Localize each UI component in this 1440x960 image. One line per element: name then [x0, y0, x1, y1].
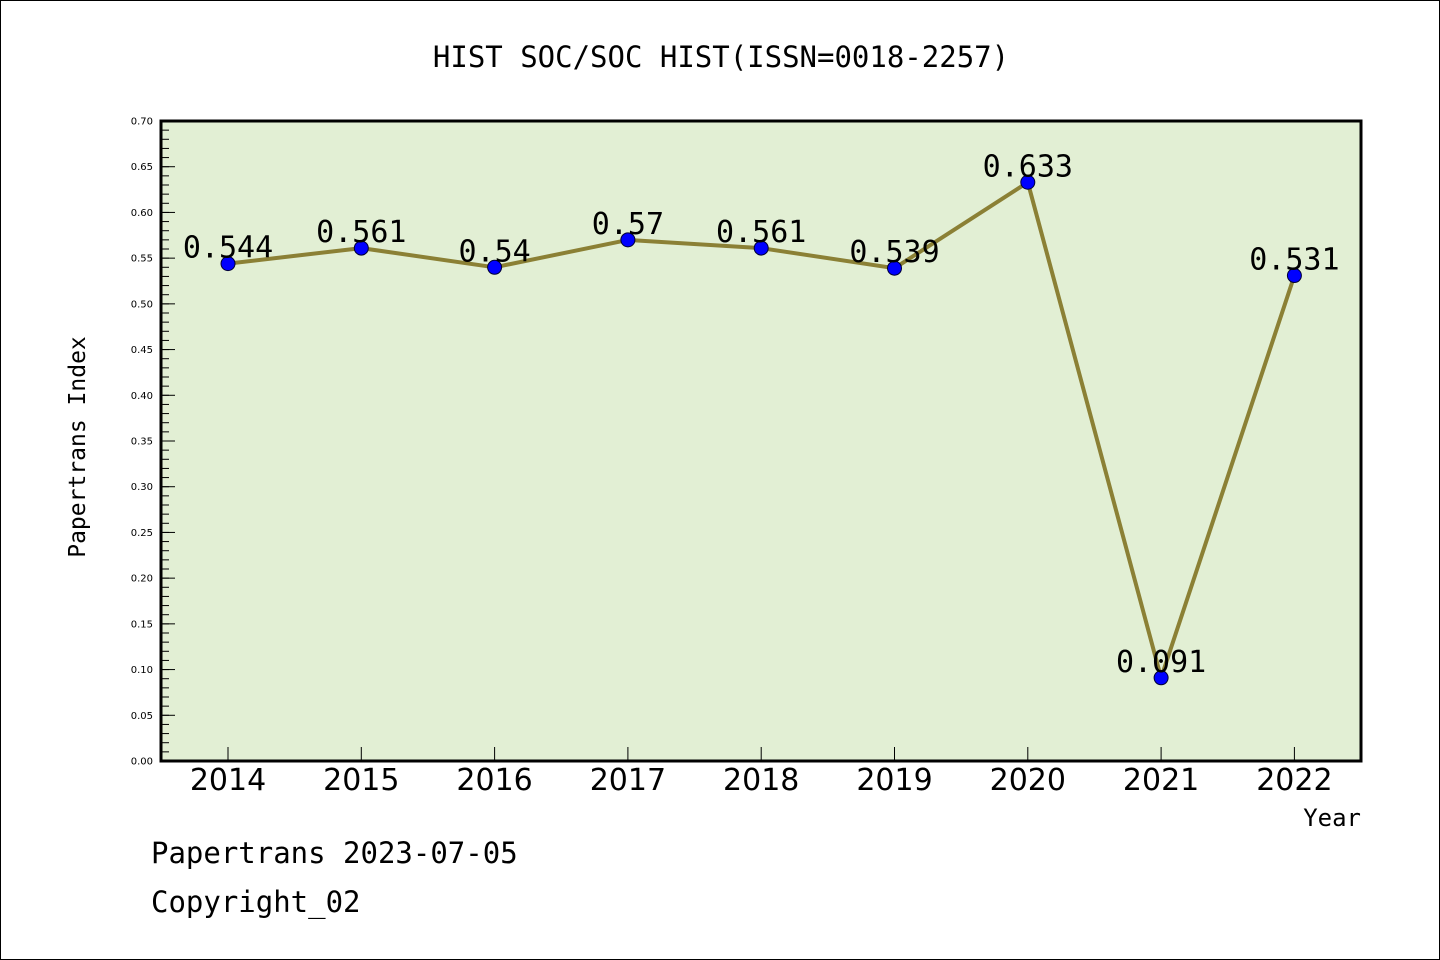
x-tick-label: 2017	[590, 763, 666, 798]
data-label: 0.57	[592, 207, 664, 242]
y-tick-label: 0.70	[131, 117, 153, 128]
x-tick-label: 2015	[323, 763, 399, 798]
data-point	[1286, 268, 1302, 284]
x-axis-ticks: 2014 2015 2016 2017 2018 2019 2020 2021 2022	[190, 747, 1333, 798]
y-tick-label: 0.50	[131, 299, 153, 310]
y-tick-label: 0.65	[131, 162, 153, 173]
y-tick-label: 0.25	[131, 528, 153, 539]
plot-border	[159, 119, 1363, 763]
x-tick-label: 2019	[856, 763, 932, 798]
y-tick-label: 0.20	[131, 574, 153, 585]
y-tick-label: 0.55	[131, 254, 153, 265]
y-tick-label: 0.00	[131, 757, 153, 768]
series-line-group: 0.544 0.561 0.54 0.57 0.561 0.539 0.633 0.091 0.…	[183, 149, 1340, 686]
x-axis-label: Year	[1303, 804, 1361, 832]
data-point	[220, 256, 236, 272]
data-point	[753, 240, 769, 256]
data-point	[1153, 670, 1169, 686]
y-tick-label: 0.15	[131, 619, 153, 630]
data-label: 0.544	[183, 231, 273, 266]
y-tick-label: 0.10	[131, 665, 153, 676]
x-tick-label: 2022	[1256, 763, 1332, 798]
x-tick-label: 2016	[456, 763, 532, 798]
data-point	[1020, 174, 1036, 190]
data-label: 0.54	[458, 234, 530, 269]
data-label: 0.561	[316, 215, 406, 250]
data-label: 0.633	[983, 149, 1073, 184]
data-label: 0.091	[1116, 645, 1206, 680]
data-label: 0.531	[1249, 243, 1339, 278]
y-tick-label: 0.60	[131, 208, 153, 219]
x-tick-label: 2021	[1123, 763, 1199, 798]
footer-copyright: Copyright_02	[151, 885, 361, 919]
plot-area	[161, 121, 1361, 761]
data-point	[353, 240, 369, 256]
data-label: 0.539	[849, 235, 939, 270]
y-tick-label: 0.35	[131, 437, 153, 448]
y-tick-label: 0.45	[131, 345, 153, 356]
y-tick-label: 0.40	[131, 391, 153, 402]
x-tick-label: 2018	[723, 763, 799, 798]
data-label: 0.561	[716, 215, 806, 250]
data-point	[487, 259, 503, 275]
x-tick-label: 2014	[190, 763, 266, 798]
data-point	[887, 260, 902, 276]
y-axis-label: Papertrans Index	[65, 336, 91, 558]
x-tick-label: 2020	[990, 763, 1066, 798]
footer-date: Papertrans 2023-07-05	[151, 836, 518, 870]
y-tick-label: 0.05	[131, 711, 153, 722]
chart-title: HIST SOC/SOC HIST(ISSN=0018-2257)	[433, 40, 1009, 74]
data-point	[620, 232, 636, 248]
y-tick-label: 0.30	[131, 482, 153, 493]
